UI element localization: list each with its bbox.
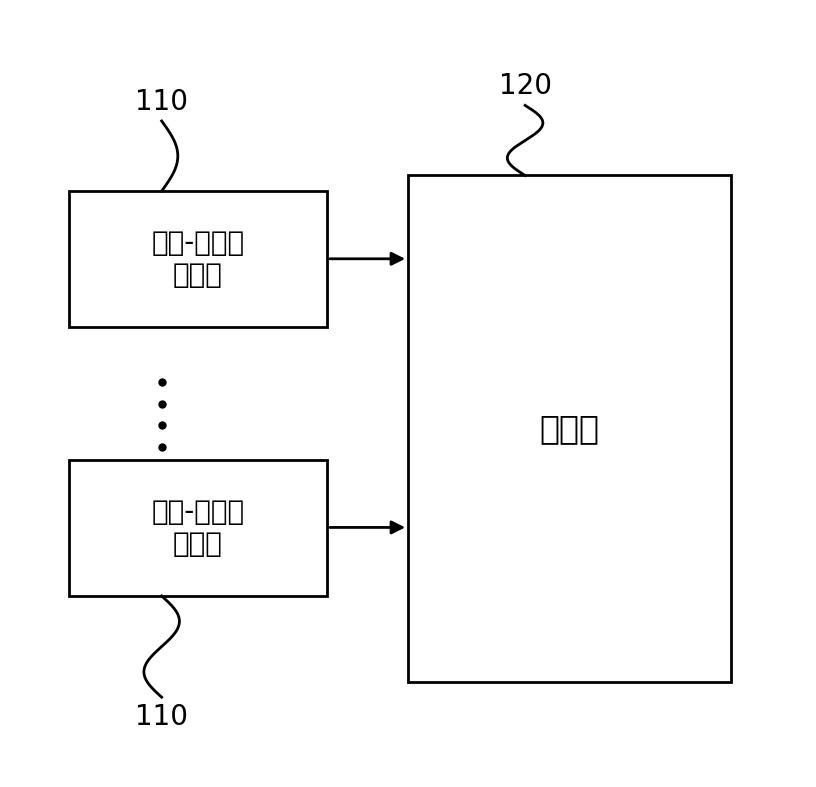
Text: 110: 110 (135, 87, 188, 116)
Text: 控制器: 控制器 (539, 412, 600, 445)
Text: 温度-压力采
集装置: 温度-压力采 集装置 (152, 497, 245, 558)
Text: 120: 120 (499, 72, 552, 100)
Bar (69, 460, 327, 596)
Text: 110: 110 (135, 703, 188, 730)
Text: 温度-压力采
集装置: 温度-压力采 集装置 (152, 229, 245, 290)
Bar (69, 191, 327, 327)
Bar (408, 176, 731, 682)
